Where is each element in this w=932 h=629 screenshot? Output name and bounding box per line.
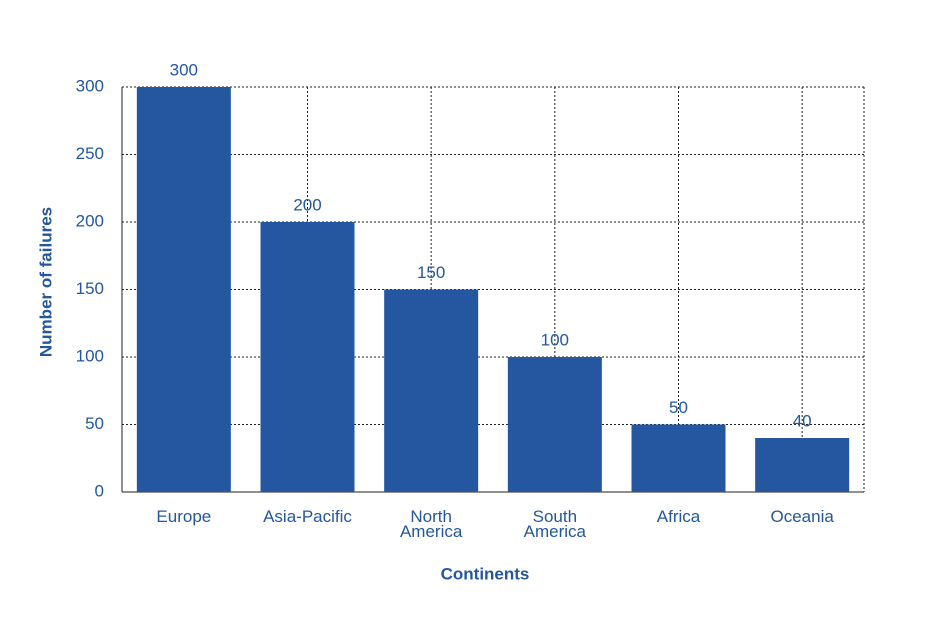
- y-tick-label: 0: [95, 481, 104, 500]
- value-label: 300: [170, 60, 198, 79]
- y-tick-label: 250: [76, 144, 104, 163]
- y-tick-label: 100: [76, 346, 104, 365]
- y-tick-label: 300: [76, 76, 104, 95]
- y-tick-label: 50: [85, 414, 104, 433]
- x-tick-label: Europe: [156, 507, 212, 526]
- x-axis-title: Continents: [441, 564, 530, 583]
- y-tick-label: 150: [76, 279, 104, 298]
- bar: [755, 438, 850, 492]
- bar: [631, 424, 726, 492]
- value-label: 150: [417, 263, 445, 282]
- value-label: 40: [793, 411, 812, 430]
- bar: [507, 357, 602, 492]
- value-label: 50: [669, 398, 688, 417]
- y-axis-title: Number of failures: [36, 207, 55, 357]
- bar: [260, 222, 355, 492]
- bar: [136, 87, 231, 492]
- x-tick-label: Asia-Pacific: [263, 507, 352, 526]
- x-tick-label: Oceania: [770, 507, 834, 526]
- x-tick-label: South America: [523, 507, 586, 541]
- x-tick-label: North America: [399, 507, 463, 541]
- value-label: 100: [541, 330, 569, 349]
- value-label: 200: [293, 195, 321, 214]
- x-tick-label: Africa: [656, 507, 701, 526]
- bar: [384, 289, 479, 492]
- y-tick-label: 200: [76, 211, 104, 230]
